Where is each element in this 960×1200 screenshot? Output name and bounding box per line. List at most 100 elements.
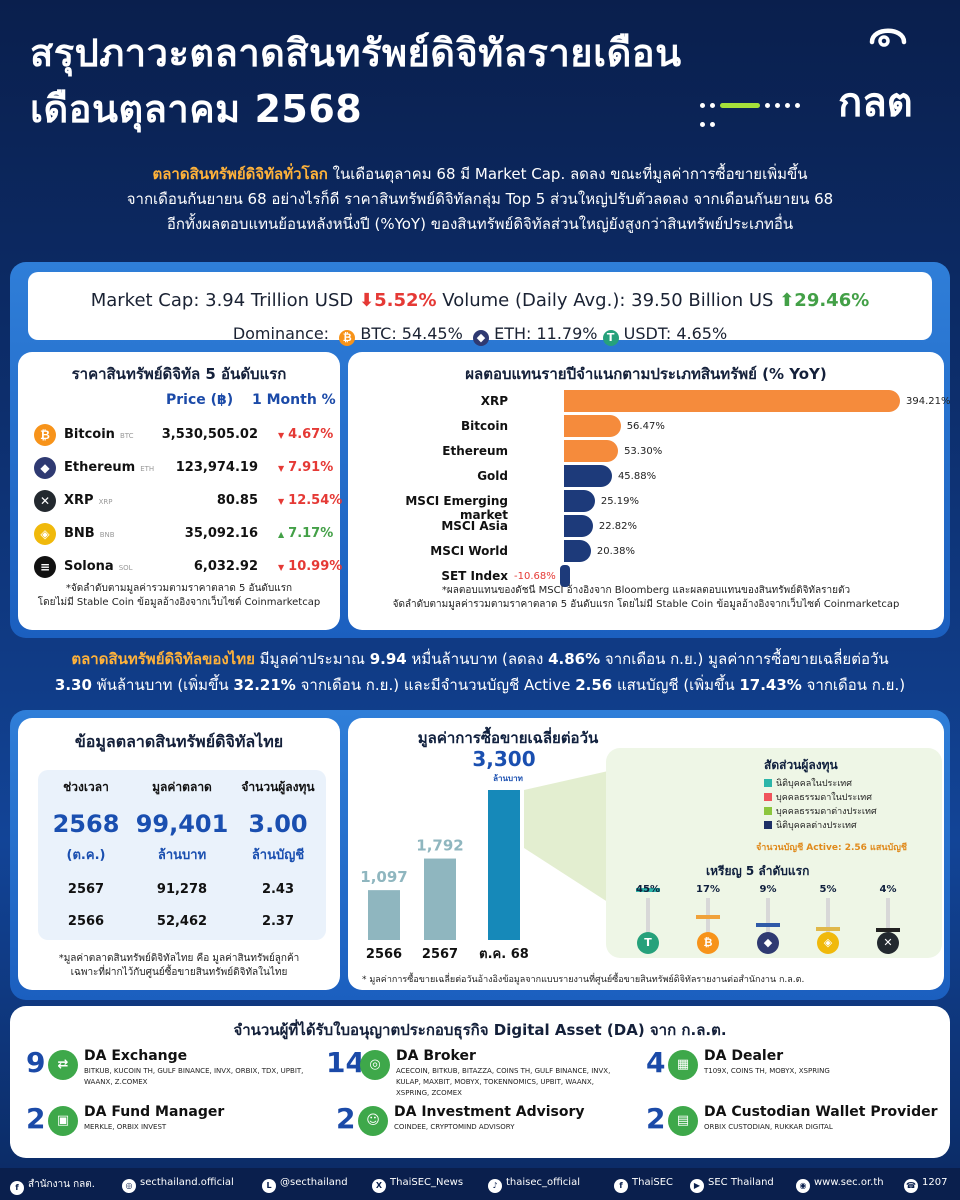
coin-price: 35,092.16 — [184, 526, 258, 541]
coin-name: Bitcoin BTC — [64, 427, 134, 442]
yoy-bar — [564, 540, 591, 562]
license-count: 9 — [26, 1046, 46, 1079]
thai-intro-v3: 3.30 — [54, 676, 92, 694]
daily-volume-title: มูลค่าการซื้อขายเฉลี่ยต่อวัน — [417, 729, 599, 747]
dominance-label: Dominance: — [232, 324, 330, 343]
volume-category-label: ต.ค. 68 — [479, 947, 529, 962]
thai-market-intro: ตลาดสินทรัพย์ดิจิทัลของไทย มีมูลค่าประมา… — [30, 646, 930, 698]
yoy-bar — [564, 415, 621, 437]
top5-note-line1: *จัดลำดับตามมูลค่ารวมตามราคาตลาด 5 อันดั… — [65, 583, 293, 594]
intro-highlight: ตลาดสินทรัพย์ดิจิทัลทั่วโลก — [152, 165, 328, 183]
investor-box: สัดส่วนผู้ลงทุน นิติบุคคลในประเทศ บุคคลธ… — [606, 748, 942, 958]
yoy-bar — [564, 490, 595, 512]
coin-share-label: 45% — [636, 884, 660, 895]
yoy-category-label: MSCI World — [430, 544, 508, 558]
license-name: DA Investment Advisory — [394, 1104, 585, 1120]
col-value-header: มูลค่าตลาด — [152, 780, 212, 794]
active-accounts: จำนวนบัญชี Active: 2.56 แสนบัญชี — [756, 843, 907, 853]
investor-title: สัดส่วนผู้ลงทุน — [764, 758, 838, 772]
daily-volume-panel: มูลค่าการซื้อขายเฉลี่ยต่อวัน 1,097 2566 1,… — [348, 718, 944, 990]
youtube-icon: ▶ — [690, 1179, 704, 1193]
current-investors: 3.00 — [248, 810, 308, 838]
coin-bar — [816, 927, 840, 932]
ethereum-icon: ◆ — [472, 330, 489, 346]
license-companies: BITKUB, KUCOIN TH, GULF BINANCE, INVX, O… — [84, 1067, 304, 1086]
footer-link[interactable]: ♪ thaisec_official — [488, 1177, 580, 1193]
footer-link[interactable]: ◎ secthailand.official — [122, 1177, 234, 1193]
top5-note-line2: โดยไม่มี Stable Coin ข้อมูลอ้างอิงจากเว็… — [37, 597, 321, 608]
license-count: 4 — [646, 1046, 666, 1079]
top5-col-price: Price (฿) — [166, 392, 234, 408]
table-row-period: 2567 — [67, 882, 105, 897]
yoy-bar — [564, 390, 900, 412]
tiktok-icon: ♪ — [488, 1179, 502, 1193]
volume-category-label: 2566 — [366, 947, 402, 962]
tether-icon: T — [637, 932, 659, 954]
bnb-icon: ◈ — [817, 932, 839, 954]
volume-change: 29.46% — [794, 290, 870, 311]
legend-item-0: นิติบุคคลในประเทศ — [764, 776, 852, 790]
license-companies: ORBIX CUSTODIAN, RUKKAR DIGITAL — [704, 1123, 833, 1131]
custodian-wallet-icon: ▤ — [668, 1106, 698, 1136]
yoy-value-label: 53.30% — [624, 446, 663, 457]
global-market-intro: ตลาดสินทรัพย์ดิจิทัลทั่วโลก ในเดือนตุลาค… — [40, 162, 920, 237]
coin-bar-track — [886, 898, 890, 942]
solana-icon: ≡ — [34, 556, 56, 578]
license-name: DA Exchange — [84, 1048, 188, 1064]
footer-link[interactable]: f ThaiSEC — [614, 1177, 673, 1193]
dominance-eth: ETH: 11.79% — [494, 324, 598, 343]
dominance-btc: BTC: 54.45% — [360, 324, 463, 343]
globe-icon: ◉ — [796, 1179, 810, 1193]
yoy-title: ผลตอบแทนรายปีจำแนกตามประเภทสินทรัพย์ (% … — [465, 365, 827, 383]
current-value: 99,401 — [135, 810, 229, 838]
footer-link[interactable]: X ThaiSEC_News — [372, 1177, 463, 1193]
thai-intro-v1: 9.94 — [369, 650, 407, 668]
line-icon: L — [262, 1179, 276, 1193]
market-cap-down-icon: ⬇ — [359, 290, 375, 311]
coin-name: BNB BNB — [64, 526, 115, 541]
footer-link[interactable]: f สำนักงาน กลต. — [10, 1177, 95, 1195]
yoy-value-label: 45.88% — [617, 471, 657, 482]
bitcoin-icon: ₿ — [34, 424, 56, 446]
coin-bar — [696, 915, 720, 920]
volume-category-label: 2567 — [422, 947, 458, 962]
yoy-category-label: Ethereum — [442, 444, 508, 458]
legend-item-1: บุคคลธรรมดาในประเทศ — [764, 790, 872, 804]
license-count: 14 — [326, 1046, 365, 1079]
volume-bar — [368, 890, 400, 940]
advisory-icon: ☺ — [358, 1106, 388, 1136]
coin-price: 3,530,505.02 — [161, 427, 258, 442]
footer-link[interactable]: L @secthailand — [262, 1177, 348, 1193]
yoy-category-label: MSCI Emerging market — [405, 494, 508, 522]
yoy-note-line2: จัดลำดับตามมูลค่ารวมตามราคาตลาด 5 อันดับ… — [392, 599, 900, 610]
table-row: ≡ Solona SOL 6,032.92 ▼ 10.99% — [30, 552, 346, 582]
coin-change: ▼ 7.91% — [278, 460, 334, 475]
yoy-bar — [564, 515, 593, 537]
facebook-icon: f — [614, 1179, 628, 1193]
yoy-category-label: XRP — [480, 394, 508, 408]
sec-logo-icon — [869, 28, 907, 47]
top5-title: ราคาสินทรัพย์ดิจิทัล 5 อันดับแรก — [71, 365, 287, 383]
dominance-usdt: USDT: 4.65% — [623, 324, 728, 343]
footer: f สำนักงาน กลต. ◎ secthailand.official L @sec… — [0, 1168, 960, 1200]
footer-link[interactable]: ◉ www.sec.or.th — [796, 1177, 884, 1193]
tether-icon: T — [602, 330, 619, 346]
footer-link[interactable]: ▶ SEC Thailand — [690, 1177, 774, 1193]
volume-label: Volume (Daily Avg.): 39.50 Billion US — [442, 290, 774, 311]
footer-link[interactable]: ☎ 1207 — [904, 1177, 947, 1193]
yoy-value-label: 25.19% — [600, 496, 639, 507]
thai-intro-t6: แสนบัญชี (เพิ่มขึ้น — [612, 676, 740, 694]
license-name: DA Custodian Wallet Provider — [704, 1104, 938, 1120]
yoy-bar — [564, 465, 612, 487]
footer-link-label: ThaiSEC — [632, 1177, 674, 1188]
sec-logo-text: กลต — [838, 80, 913, 126]
coin-price: 80.85 — [216, 493, 258, 508]
footer-link-label: www.sec.or.th — [814, 1177, 884, 1188]
thai-intro-t5: จากเดือน ก.ย.) และมีจำนวนบัญชี Active — [295, 676, 576, 694]
yoy-category-label: Bitcoin — [460, 419, 508, 433]
market-cap-label: Market Cap: 3.94 Trillion USD — [90, 290, 354, 311]
yoy-value-label: -10.68% — [514, 571, 556, 582]
volume-bar — [488, 790, 520, 940]
table-row-value: 91,278 — [156, 882, 208, 897]
yoy-panel: ผลตอบแทนรายปีจำแนกตามประเภทสินทรัพย์ (% … — [348, 352, 951, 630]
